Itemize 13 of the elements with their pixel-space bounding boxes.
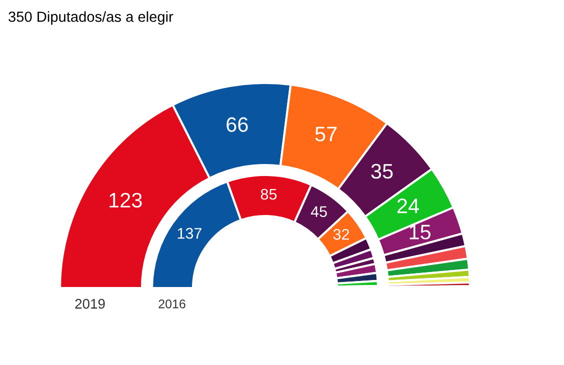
chart-title: 350 Diputados/as a elegir [8, 11, 174, 25]
data-label: 15 [410, 224, 431, 240]
data-label: 35 [371, 164, 393, 179]
data-label: 57 [315, 126, 337, 142]
data-label: 123 [110, 192, 142, 208]
text: 2019 [75, 298, 105, 309]
data-label: 137 [178, 228, 202, 239]
text: 2016 [158, 300, 186, 308]
data-label: 45 [310, 206, 327, 218]
data-label: 24 [397, 198, 419, 214]
data-label: 32 [333, 228, 349, 240]
data-label: 85 [260, 188, 277, 200]
data-label: 66 [226, 117, 248, 132]
